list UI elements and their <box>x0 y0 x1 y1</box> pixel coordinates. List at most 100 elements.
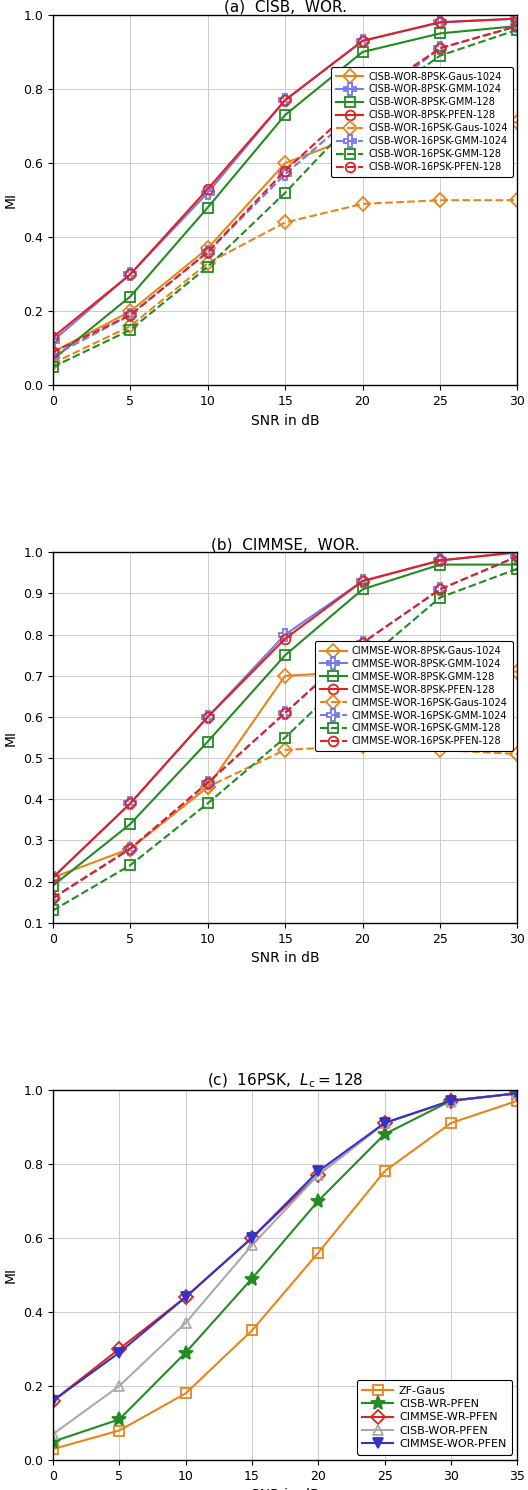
CISB-WOR-16PSK-PFEN-128 <box>437 39 443 57</box>
ZF-Gaus <box>249 1322 255 1340</box>
CISB-WOR-8PSK-Gaus-1024 <box>514 113 521 131</box>
CIMMSE-WOR-16PSK-Gaus-1024 <box>127 840 134 858</box>
CISB-WOR-16PSK-Gaus-1024 <box>514 191 521 209</box>
CISB-WR-PFEN <box>315 1192 322 1210</box>
CISB-WR-PFEN <box>249 1269 255 1287</box>
CISB-WOR-8PSK-GMM-128 <box>514 16 521 34</box>
CISB-WOR-8PSK-GMM-128 <box>204 198 211 216</box>
CIMMSE-WR-PFEN <box>448 1092 454 1110</box>
Y-axis label: MI: MI <box>4 730 17 745</box>
ZF-Gaus <box>315 1244 322 1262</box>
CIMMSE-WOR-16PSK-GMM-128 <box>127 857 134 875</box>
Line: CISB-WR-PFEN: CISB-WR-PFEN <box>46 1086 524 1448</box>
CISB-WOR-16PSK-GMM-1024 <box>437 39 443 57</box>
CIMMSE-WOR-16PSK-GMM-128 <box>437 589 443 606</box>
CIMMSE-WOR-16PSK-GMM-128 <box>514 560 521 578</box>
CISB-WOR-16PSK-Gaus-1024 <box>282 213 288 231</box>
CIMMSE-WOR-16PSK-GMM-128 <box>282 729 288 746</box>
Line: CIMMSE-WOR-16PSK-GMM-1024: CIMMSE-WOR-16PSK-GMM-1024 <box>47 551 523 904</box>
CIMMSE-WOR-8PSK-GMM-1024 <box>282 626 288 644</box>
CISB-WOR-8PSK-PFEN-128 <box>437 13 443 31</box>
ZF-Gaus <box>116 1421 122 1439</box>
Y-axis label: MI: MI <box>4 192 17 209</box>
Title: (c)  16PSK,  $L_{\mathrm{c}}=128$: (c) 16PSK, $L_{\mathrm{c}}=128$ <box>207 1071 363 1089</box>
CIMMSE-WOR-16PSK-GMM-1024 <box>204 773 211 791</box>
CIMMSE-WOR-16PSK-GMM-1024 <box>514 547 521 565</box>
CISB-WOR-8PSK-GMM-1024 <box>437 13 443 31</box>
CISB-WOR-16PSK-GMM-128 <box>282 183 288 201</box>
CISB-WOR-16PSK-PFEN-128 <box>282 161 288 179</box>
Line: CISB-WOR-16PSK-PFEN-128: CISB-WOR-16PSK-PFEN-128 <box>48 21 522 358</box>
CISB-WOR-8PSK-GMM-1024 <box>514 9 521 27</box>
CIMMSE-WOR-8PSK-GMM-1024 <box>437 551 443 569</box>
Line: CISB-WOR-8PSK-Gaus-1024: CISB-WOR-8PSK-Gaus-1024 <box>48 118 522 358</box>
CIMMSE-WOR-8PSK-Gaus-1024 <box>50 869 56 887</box>
CISB-WOR-16PSK-PFEN-128 <box>514 16 521 34</box>
CISB-WOR-8PSK-PFEN-128 <box>204 180 211 198</box>
Legend: CIMMSE-WOR-8PSK-Gaus-1024, CIMMSE-WOR-8PSK-GMM-1024, CIMMSE-WOR-8PSK-GMM-128, CI: CIMMSE-WOR-8PSK-Gaus-1024, CIMMSE-WOR-8P… <box>315 641 513 751</box>
CISB-WOR-8PSK-GMM-1024 <box>204 183 211 201</box>
CIMMSE-WOR-16PSK-GMM-128 <box>360 654 366 672</box>
CISB-WOR-8PSK-PFEN-128 <box>50 328 56 346</box>
CISB-WOR-PFEN <box>315 1165 322 1183</box>
Legend: CISB-WOR-8PSK-Gaus-1024, CISB-WOR-8PSK-GMM-1024, CISB-WOR-8PSK-GMM-128, CISB-WOR: CISB-WOR-8PSK-Gaus-1024, CISB-WOR-8PSK-G… <box>331 67 513 177</box>
CISB-WOR-16PSK-GMM-1024 <box>204 243 211 261</box>
ZF-Gaus <box>50 1441 56 1459</box>
CIMMSE-WOR-8PSK-GMM-128 <box>204 733 211 751</box>
CIMMSE-WOR-8PSK-Gaus-1024 <box>514 663 521 681</box>
CIMMSE-WOR-16PSK-Gaus-1024 <box>360 738 366 755</box>
CISB-WOR-PFEN <box>182 1314 188 1332</box>
CISB-WR-PFEN <box>182 1344 188 1362</box>
CIMMSE-WOR-8PSK-Gaus-1024 <box>282 668 288 685</box>
CISB-WOR-16PSK-GMM-128 <box>50 358 56 375</box>
CISB-WOR-PFEN <box>514 1085 521 1103</box>
Line: CISB-WOR-PFEN: CISB-WOR-PFEN <box>48 1089 522 1439</box>
CISB-WOR-8PSK-PFEN-128 <box>360 31 366 49</box>
CIMMSE-WOR-PFEN <box>50 1392 56 1410</box>
CIMMSE-WOR-8PSK-GMM-1024 <box>50 869 56 887</box>
CIMMSE-WOR-16PSK-GMM-1024 <box>127 840 134 858</box>
CISB-WOR-16PSK-GMM-128 <box>360 103 366 121</box>
CISB-WOR-8PSK-GMM-128 <box>282 106 288 124</box>
ZF-Gaus <box>382 1162 388 1180</box>
CIMMSE-WOR-8PSK-GMM-1024 <box>127 794 134 812</box>
CIMMSE-WOR-8PSK-PFEN-128 <box>282 630 288 648</box>
CIMMSE-WOR-8PSK-PFEN-128 <box>437 551 443 569</box>
CISB-WOR-PFEN <box>448 1092 454 1110</box>
CIMMSE-WOR-8PSK-PFEN-128 <box>204 708 211 726</box>
CIMMSE-WOR-16PSK-Gaus-1024 <box>514 745 521 763</box>
CIMMSE-WOR-8PSK-PFEN-128 <box>514 544 521 562</box>
Line: CIMMSE-WOR-16PSK-PFEN-128: CIMMSE-WOR-16PSK-PFEN-128 <box>48 551 522 903</box>
CISB-WOR-16PSK-Gaus-1024 <box>127 317 134 335</box>
Line: CIMMSE-WOR-8PSK-GMM-1024: CIMMSE-WOR-8PSK-GMM-1024 <box>47 547 523 884</box>
CIMMSE-WOR-16PSK-GMM-128 <box>204 794 211 812</box>
CIMMSE-WOR-16PSK-GMM-1024 <box>50 890 56 907</box>
CISB-WOR-16PSK-GMM-128 <box>514 21 521 39</box>
CIMMSE-WOR-8PSK-PFEN-128 <box>360 572 366 590</box>
CIMMSE-WOR-16PSK-PFEN-128 <box>50 890 56 907</box>
CIMMSE-WOR-8PSK-GMM-128 <box>50 876 56 894</box>
CIMMSE-WOR-8PSK-Gaus-1024 <box>360 663 366 681</box>
ZF-Gaus <box>448 1115 454 1132</box>
CISB-WOR-8PSK-PFEN-128 <box>127 265 134 283</box>
CISB-WOR-8PSK-GMM-128 <box>50 350 56 368</box>
Line: CIMMSE-WOR-8PSK-PFEN-128: CIMMSE-WOR-8PSK-PFEN-128 <box>48 547 522 882</box>
CIMMSE-WOR-16PSK-Gaus-1024 <box>282 741 288 758</box>
CISB-WR-PFEN <box>448 1092 454 1110</box>
CISB-WOR-16PSK-GMM-1024 <box>514 16 521 34</box>
CIMMSE-WOR-16PSK-PFEN-128 <box>204 773 211 791</box>
CISB-WR-PFEN <box>116 1411 122 1429</box>
Line: CISB-WOR-16PSK-GMM-1024: CISB-WOR-16PSK-GMM-1024 <box>47 21 523 362</box>
CISB-WOR-8PSK-GMM-128 <box>437 24 443 42</box>
CISB-WOR-8PSK-PFEN-128 <box>282 91 288 109</box>
CIMMSE-WOR-PFEN <box>249 1229 255 1247</box>
CISB-WOR-16PSK-PFEN-128 <box>50 343 56 361</box>
Title: (b)  CIMMSE,  WOR.: (b) CIMMSE, WOR. <box>211 538 360 553</box>
CISB-WOR-16PSK-GMM-128 <box>127 320 134 338</box>
CISB-WOR-8PSK-GMM-1024 <box>282 91 288 109</box>
CISB-WOR-16PSK-PFEN-128 <box>204 243 211 261</box>
CISB-WOR-16PSK-Gaus-1024 <box>360 195 366 213</box>
CISB-WR-PFEN <box>50 1433 56 1451</box>
CISB-WOR-16PSK-PFEN-128 <box>127 305 134 323</box>
CISB-WOR-16PSK-PFEN-128 <box>360 91 366 109</box>
